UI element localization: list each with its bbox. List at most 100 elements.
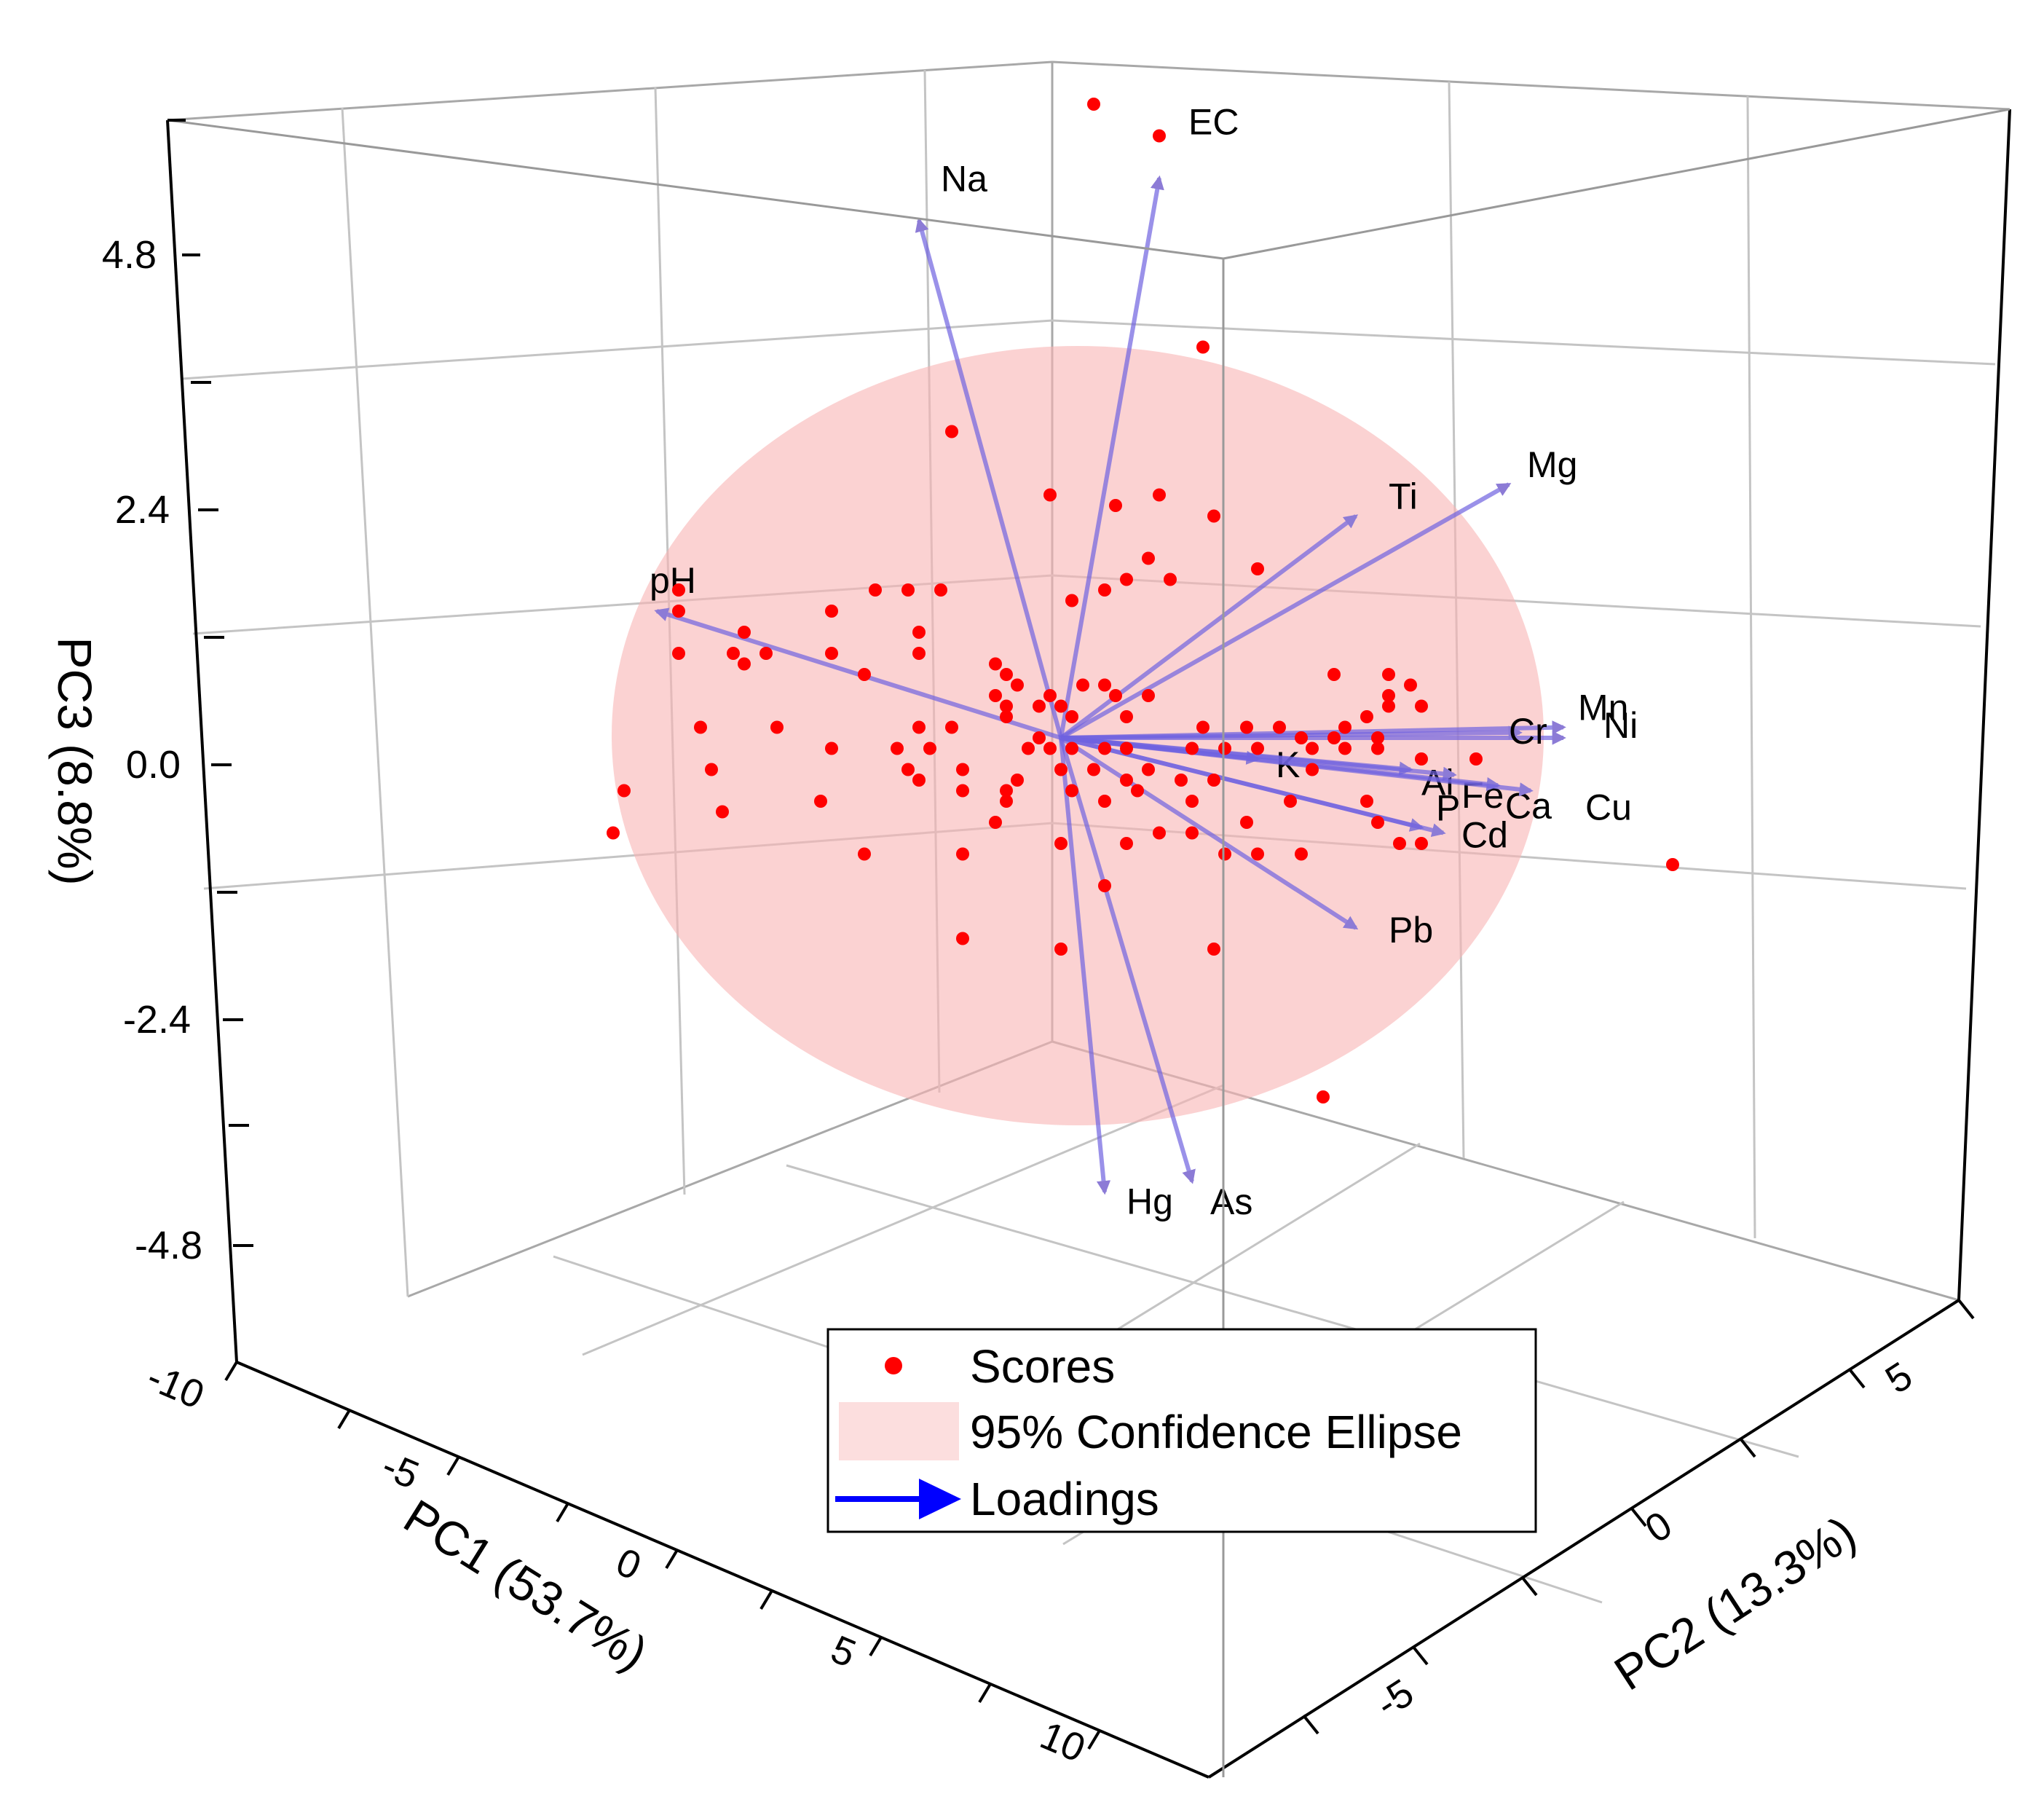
score-point <box>1207 943 1220 956</box>
score-point <box>1142 689 1155 702</box>
y-tick-label: -5 <box>1368 1671 1421 1726</box>
score-point <box>1284 795 1297 808</box>
score-point <box>825 647 838 660</box>
score-point <box>1011 774 1024 787</box>
score-point <box>1120 837 1133 850</box>
score-point <box>1022 741 1035 755</box>
score-point <box>1120 710 1133 723</box>
score-point <box>858 668 871 681</box>
y-axis-ticks <box>1302 1299 1975 1735</box>
score-point <box>1076 678 1089 692</box>
score-point <box>1327 668 1341 681</box>
score-point <box>1218 847 1231 861</box>
score-point <box>1087 763 1100 776</box>
score-point <box>858 847 871 861</box>
loading-label-pb: Pb <box>1389 910 1433 951</box>
score-point <box>901 583 915 597</box>
score-point <box>1338 741 1352 755</box>
score-point <box>1185 826 1199 840</box>
loading-label-na: Na <box>941 159 987 200</box>
loading-label-p: P <box>1436 787 1460 828</box>
score-point <box>1382 699 1395 713</box>
loading-arrow-ec <box>1059 175 1164 739</box>
loadings-group: NaECMgTipHMnNiCrKAlFeCaCuPCdPbHgAs <box>650 102 1638 1223</box>
score-point <box>901 763 915 776</box>
score-point <box>716 805 729 819</box>
score-point <box>1415 837 1428 850</box>
score-point <box>956 847 969 861</box>
score-point <box>1054 837 1068 850</box>
score-point <box>1109 499 1122 512</box>
score-point <box>1327 731 1341 744</box>
score-point <box>1382 689 1395 702</box>
score-point <box>738 626 751 639</box>
score-point <box>1054 699 1068 713</box>
score-point <box>989 689 1002 702</box>
score-point <box>923 741 936 755</box>
score-point <box>956 763 969 776</box>
score-point <box>1240 720 1253 734</box>
x-tick-label: 0 <box>610 1540 647 1589</box>
score-point <box>1251 562 1264 575</box>
loading-arrow-ti <box>1060 514 1359 740</box>
score-point <box>1043 741 1057 755</box>
score-point <box>672 647 685 660</box>
x-axis-title: PC1 (53.7%) <box>395 1489 657 1680</box>
score-point <box>1295 731 1308 744</box>
score-point <box>672 605 685 618</box>
score-point <box>1065 710 1078 723</box>
score-point <box>1065 784 1078 798</box>
score-point <box>1054 763 1068 776</box>
score-point <box>1273 720 1286 734</box>
score-point <box>814 795 827 808</box>
score-point <box>1371 731 1384 744</box>
loading-arrow-cr <box>1060 725 1523 740</box>
loading-label-ph: pH <box>650 560 696 601</box>
loading-label-ec: EC <box>1188 102 1239 143</box>
score-point <box>1098 583 1111 597</box>
legend-loadings-label: Loadings <box>970 1473 1159 1525</box>
score-point <box>825 741 838 755</box>
z-tick-label: -4.8 <box>135 1224 202 1267</box>
score-point <box>1338 720 1352 734</box>
score-point <box>945 720 958 734</box>
score-point <box>1382 668 1395 681</box>
legend-scores-label: Scores <box>970 1340 1115 1393</box>
score-point <box>1065 741 1078 755</box>
loading-label-ni: Ni <box>1603 705 1638 746</box>
score-point <box>912 647 926 660</box>
score-point <box>1142 763 1155 776</box>
z-tick-labels: 4.8 2.4 0.0 -2.4 -4.8 <box>102 233 202 1267</box>
y-tick-label: 0 <box>1638 1503 1680 1551</box>
score-point <box>1360 795 1373 808</box>
loading-label-cd: Cd <box>1461 815 1508 856</box>
score-point <box>956 784 969 798</box>
score-point <box>912 626 926 639</box>
score-point <box>1054 943 1068 956</box>
score-point <box>1098 795 1111 808</box>
loading-label-cu: Cu <box>1585 787 1632 828</box>
score-point <box>1011 678 1024 692</box>
score-point <box>1306 763 1319 776</box>
score-point <box>825 605 838 618</box>
score-point <box>1196 340 1210 354</box>
score-point <box>1043 689 1057 702</box>
score-point <box>1098 879 1111 892</box>
legend-scores-marker <box>885 1357 902 1374</box>
legend: Scores 95% Confidence Ellipse Loadings <box>826 1328 1537 1533</box>
score-point <box>945 425 958 438</box>
score-point <box>956 932 969 945</box>
y-tick-label: 5 <box>1878 1353 1920 1402</box>
loading-label-hg: Hg <box>1126 1181 1173 1222</box>
score-point <box>1087 98 1100 111</box>
score-point <box>1306 741 1319 755</box>
score-point <box>1185 741 1199 755</box>
score-point <box>1000 784 1013 798</box>
score-point <box>1033 699 1046 713</box>
x-axis-ticks <box>224 1361 1101 1750</box>
score-point <box>1393 837 1406 850</box>
score-point <box>1207 774 1220 787</box>
score-point <box>727 647 740 660</box>
